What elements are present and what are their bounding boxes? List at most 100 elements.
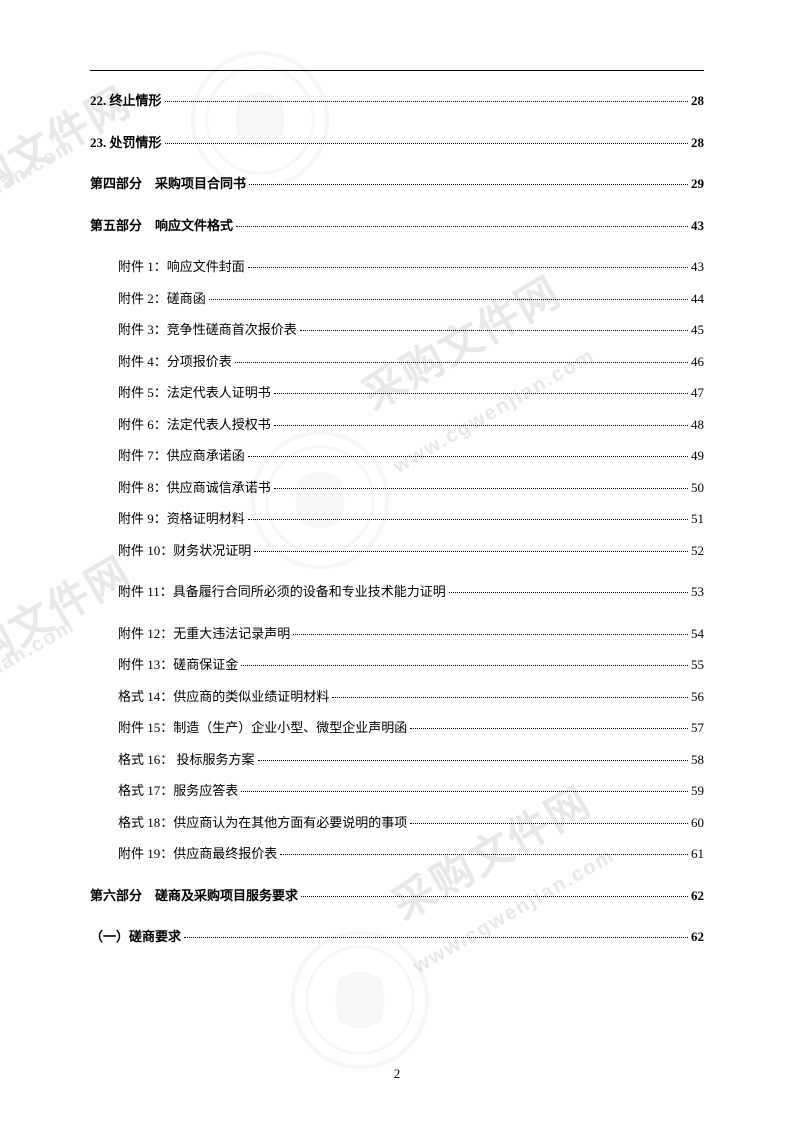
- toc-entry: 附件 7：供应商承诺函 49: [90, 446, 704, 466]
- toc-dots: [258, 760, 688, 761]
- toc-entry: 23. 处罚情形 28: [90, 133, 704, 153]
- toc-entry: 第五部分 响应文件格式 43: [90, 216, 704, 236]
- toc-entry: 第四部分 采购项目合同书 29: [90, 174, 704, 194]
- toc-page: 43: [691, 216, 704, 236]
- toc-entry: 附件 4：分项报价表 46: [90, 352, 704, 372]
- toc-label: 附件 7：供应商承诺函: [118, 446, 245, 466]
- toc-label: 23. 处罚情形: [90, 133, 162, 153]
- toc-label: 附件 5：法定代表人证明书: [118, 383, 271, 403]
- toc-label: 格式 14：供应商的类似业绩证明材料: [118, 687, 329, 707]
- toc-label: 附件 2：磋商函: [118, 289, 206, 309]
- toc-page: 53: [691, 582, 704, 602]
- toc-label: （一）磋商要求: [90, 927, 181, 947]
- toc-label: 附件 9：资格证明材料: [118, 509, 245, 529]
- toc-dots: [184, 937, 688, 938]
- toc-page: 46: [691, 352, 704, 372]
- toc-label: 附件 3：竞争性磋商首次报价表: [118, 320, 297, 340]
- toc-dots: [235, 362, 688, 363]
- toc-page: 60: [691, 813, 704, 833]
- toc-label: 附件 6：法定代表人授权书: [118, 415, 271, 435]
- toc-dots: [280, 854, 688, 855]
- toc-page: 48: [691, 415, 704, 435]
- toc-dots: [241, 665, 688, 666]
- toc-dots: [449, 592, 688, 593]
- toc-label: 附件 13：磋商保证金: [118, 655, 238, 675]
- toc-dots: [410, 728, 688, 729]
- toc-entry: 第六部分 磋商及采购项目服务要求 62: [90, 886, 704, 906]
- toc-dots: [300, 330, 688, 331]
- toc-label: 第六部分 磋商及采购项目服务要求: [90, 886, 298, 906]
- toc-page: 57: [691, 718, 704, 738]
- toc-page: 59: [691, 781, 704, 801]
- toc-dots: [301, 896, 688, 897]
- toc-entry: 附件 1：响应文件封面 43: [90, 257, 704, 277]
- toc-entry: 附件 9：资格证明材料 51: [90, 509, 704, 529]
- toc-entry: 附件 10：财务状况证明 52: [90, 541, 704, 561]
- toc-dots: [249, 184, 688, 185]
- toc-page: 56: [691, 687, 704, 707]
- toc-entry: 附件 3：竞争性磋商首次报价表 45: [90, 320, 704, 340]
- toc-label: 附件 19：供应商最终报价表: [118, 844, 277, 864]
- toc-dots: [165, 101, 688, 102]
- toc-label: 附件 15：制造（生产）企业小型、微型企业声明函: [118, 718, 407, 738]
- toc-entry: 附件 2：磋商函 44: [90, 289, 704, 309]
- toc-label: 第四部分 采购项目合同书: [90, 174, 246, 194]
- toc-page: 62: [691, 927, 704, 947]
- toc-page: 47: [691, 383, 704, 403]
- toc-page: 45: [691, 320, 704, 340]
- toc-page: 29: [691, 174, 704, 194]
- page-content: 22. 终止情形 28 23. 处罚情形 28 第四部分 采购项目合同书 29 第五部分 响…: [0, 0, 794, 1009]
- toc-page: 55: [691, 655, 704, 675]
- toc-entry: （一）磋商要求 62: [90, 927, 704, 947]
- toc-label: 附件 10：财务状况证明: [118, 541, 251, 561]
- toc-label: 附件 8：供应商诚信承诺书: [118, 478, 271, 498]
- toc-entry: 附件 12：无重大违法记录声明 54: [90, 624, 704, 644]
- toc-entry: 格式 16： 投标服务方案 58: [90, 750, 704, 770]
- toc-dots: [293, 634, 688, 635]
- toc-dots: [248, 519, 688, 520]
- toc-label: 格式 16： 投标服务方案: [118, 750, 255, 770]
- toc-dots: [241, 791, 688, 792]
- toc-page: 43: [691, 257, 704, 277]
- toc-entry: 附件 6：法定代表人授权书 48: [90, 415, 704, 435]
- toc-label: 附件 11：具备履行合同所必须的设备和专业技术能力证明: [118, 582, 446, 602]
- toc-page: 44: [691, 289, 704, 309]
- toc-page: 28: [691, 91, 704, 111]
- toc-page: 49: [691, 446, 704, 466]
- table-of-contents: 22. 终止情形 28 23. 处罚情形 28 第四部分 采购项目合同书 29 第五部分 响…: [90, 91, 704, 947]
- toc-entry: 附件 15：制造（生产）企业小型、微型企业声明函 57: [90, 718, 704, 738]
- toc-page: 28: [691, 133, 704, 153]
- toc-entry: 22. 终止情形 28: [90, 91, 704, 111]
- top-rule: [90, 70, 704, 71]
- page-number: 2: [0, 1066, 794, 1082]
- toc-page: 50: [691, 478, 704, 498]
- toc-label: 附件 12：无重大违法记录声明: [118, 624, 290, 644]
- toc-entry: 附件 8：供应商诚信承诺书 50: [90, 478, 704, 498]
- toc-dots: [274, 425, 688, 426]
- toc-label: 附件 4：分项报价表: [118, 352, 232, 372]
- toc-dots: [274, 488, 688, 489]
- toc-entry: 格式 14：供应商的类似业绩证明材料 56: [90, 687, 704, 707]
- toc-page: 51: [691, 509, 704, 529]
- toc-label: 22. 终止情形: [90, 91, 162, 111]
- toc-entry: 附件 11：具备履行合同所必须的设备和专业技术能力证明 53: [90, 582, 704, 602]
- toc-entry: 附件 19：供应商最终报价表61: [90, 844, 704, 864]
- toc-page: 62: [691, 886, 704, 906]
- toc-dots: [254, 551, 688, 552]
- toc-entry: 格式 18：供应商认为在其他方面有必要说明的事项 60: [90, 813, 704, 833]
- toc-dots: [236, 226, 688, 227]
- toc-label: 格式 17：服务应答表: [118, 781, 238, 801]
- toc-dots: [209, 299, 688, 300]
- toc-label: 第五部分 响应文件格式: [90, 216, 233, 236]
- toc-page: 54: [691, 624, 704, 644]
- toc-label: 附件 1：响应文件封面: [118, 257, 245, 277]
- toc-dots: [248, 267, 688, 268]
- toc-dots: [274, 393, 688, 394]
- toc-dots: [332, 697, 688, 698]
- toc-dots: [410, 823, 688, 824]
- toc-entry: 格式 17：服务应答表 59: [90, 781, 704, 801]
- toc-label: 格式 18：供应商认为在其他方面有必要说明的事项: [118, 813, 407, 833]
- toc-page: 58: [691, 750, 704, 770]
- toc-page: 52: [691, 541, 704, 561]
- toc-entry: 附件 13：磋商保证金 55: [90, 655, 704, 675]
